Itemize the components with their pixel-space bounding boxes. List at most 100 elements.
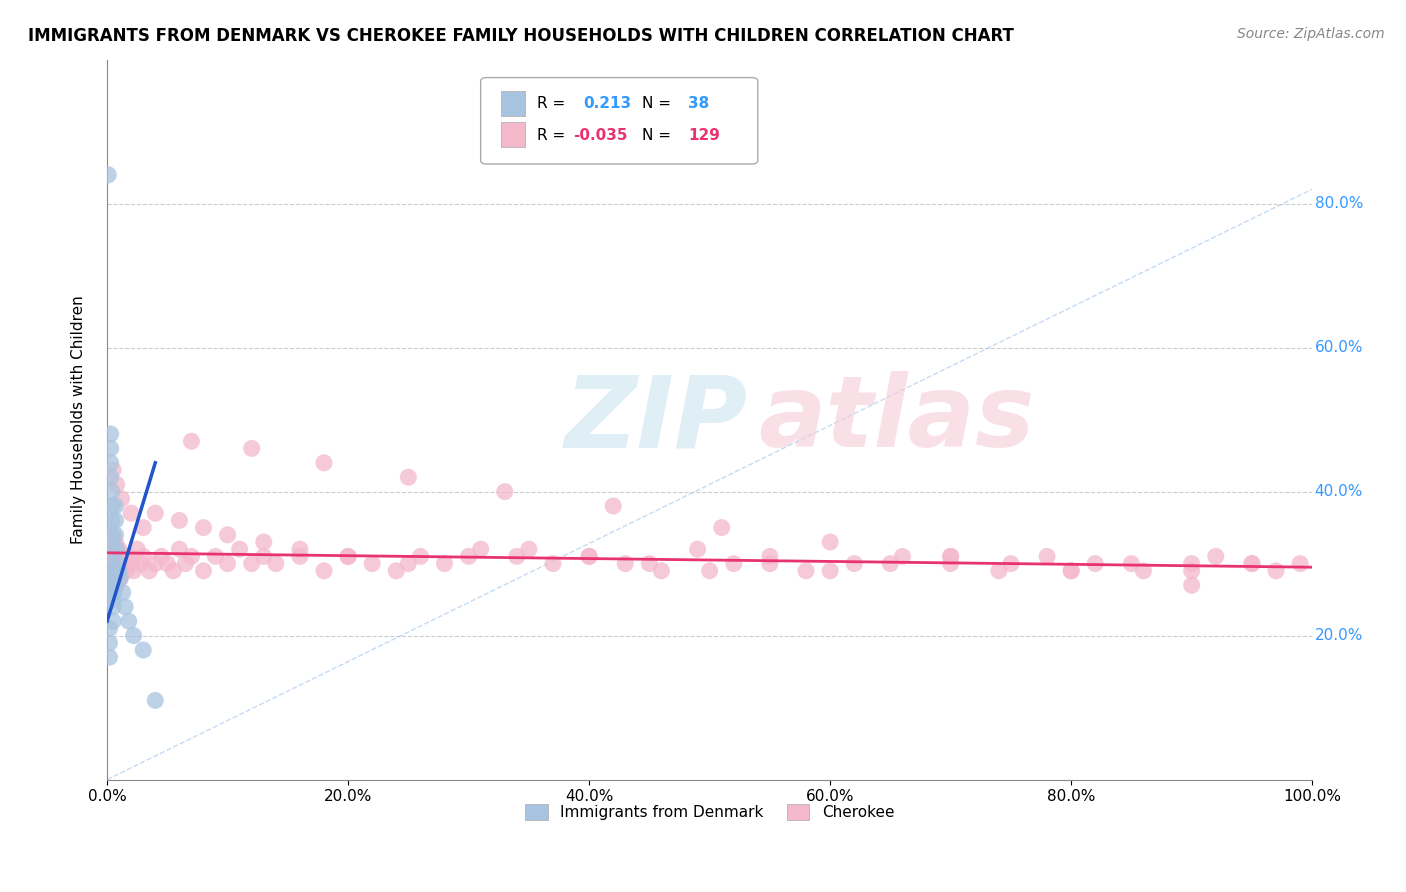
Point <box>818 535 841 549</box>
Point <box>107 549 129 564</box>
Point <box>138 564 160 578</box>
Point <box>891 549 914 564</box>
Text: 20.0%: 20.0% <box>1315 628 1362 643</box>
Point <box>686 542 709 557</box>
Point <box>104 578 127 592</box>
Point <box>108 564 131 578</box>
Point <box>1060 564 1083 578</box>
Point <box>103 557 125 571</box>
Point <box>396 557 419 571</box>
Point <box>1000 557 1022 571</box>
Text: R =: R = <box>537 128 565 143</box>
Point <box>122 564 145 578</box>
Point <box>100 427 122 442</box>
Point <box>98 621 121 635</box>
Text: N =: N = <box>643 128 671 143</box>
Point <box>143 506 166 520</box>
FancyBboxPatch shape <box>501 91 526 116</box>
Point <box>111 585 134 599</box>
Point <box>1240 557 1263 571</box>
Point <box>101 549 124 564</box>
Point <box>101 578 124 592</box>
Point <box>98 557 121 571</box>
Point <box>101 535 124 549</box>
Point <box>104 549 127 564</box>
Point <box>100 456 122 470</box>
Point <box>100 549 122 564</box>
Point <box>101 557 124 571</box>
Point <box>105 542 128 557</box>
Point <box>101 528 124 542</box>
Point <box>156 557 179 571</box>
Point <box>105 557 128 571</box>
Point <box>105 578 128 592</box>
Point <box>110 557 132 571</box>
Point <box>103 585 125 599</box>
Point <box>578 549 600 564</box>
FancyBboxPatch shape <box>481 78 758 164</box>
Point <box>98 650 121 665</box>
Point <box>939 549 962 564</box>
Point <box>409 549 432 564</box>
Point <box>150 549 173 564</box>
Point <box>987 564 1010 578</box>
Text: Source: ZipAtlas.com: Source: ZipAtlas.com <box>1237 27 1385 41</box>
Point <box>312 456 335 470</box>
Text: ZIP: ZIP <box>565 371 748 468</box>
Point <box>470 542 492 557</box>
Point <box>122 629 145 643</box>
Point <box>143 557 166 571</box>
Point <box>217 557 239 571</box>
Point <box>844 557 866 571</box>
Point <box>103 542 125 557</box>
Point <box>361 557 384 571</box>
Point <box>107 557 129 571</box>
Point <box>1036 549 1059 564</box>
Point <box>494 484 516 499</box>
Point <box>108 549 131 564</box>
Point <box>110 571 132 585</box>
Point <box>114 557 136 571</box>
Point <box>1060 564 1083 578</box>
Point <box>312 564 335 578</box>
Point <box>1132 564 1154 578</box>
Point <box>132 549 155 564</box>
Point <box>108 542 131 557</box>
Point <box>759 549 782 564</box>
Point <box>111 557 134 571</box>
Point <box>939 549 962 564</box>
Point <box>180 549 202 564</box>
Point <box>240 442 263 456</box>
Point <box>204 549 226 564</box>
Point <box>110 491 132 506</box>
Point <box>120 557 142 571</box>
Point <box>98 564 121 578</box>
Point <box>723 557 745 571</box>
Point <box>541 557 564 571</box>
Text: 80.0%: 80.0% <box>1315 196 1362 211</box>
Point <box>105 549 128 564</box>
Point <box>118 549 141 564</box>
Point <box>107 564 129 578</box>
Point <box>108 571 131 585</box>
Point <box>101 585 124 599</box>
Point <box>101 499 124 513</box>
Point <box>104 557 127 571</box>
Point <box>939 557 962 571</box>
Point <box>396 470 419 484</box>
Point <box>101 542 124 557</box>
Point <box>638 557 661 571</box>
Point <box>578 549 600 564</box>
Point <box>103 564 125 578</box>
Point <box>112 549 135 564</box>
Point <box>103 549 125 564</box>
Point <box>118 614 141 628</box>
Point <box>1240 557 1263 571</box>
Point <box>101 463 124 477</box>
Point <box>650 564 672 578</box>
Point <box>337 549 360 564</box>
Point <box>103 571 125 585</box>
Point <box>104 535 127 549</box>
Point <box>114 599 136 614</box>
Point <box>193 564 215 578</box>
